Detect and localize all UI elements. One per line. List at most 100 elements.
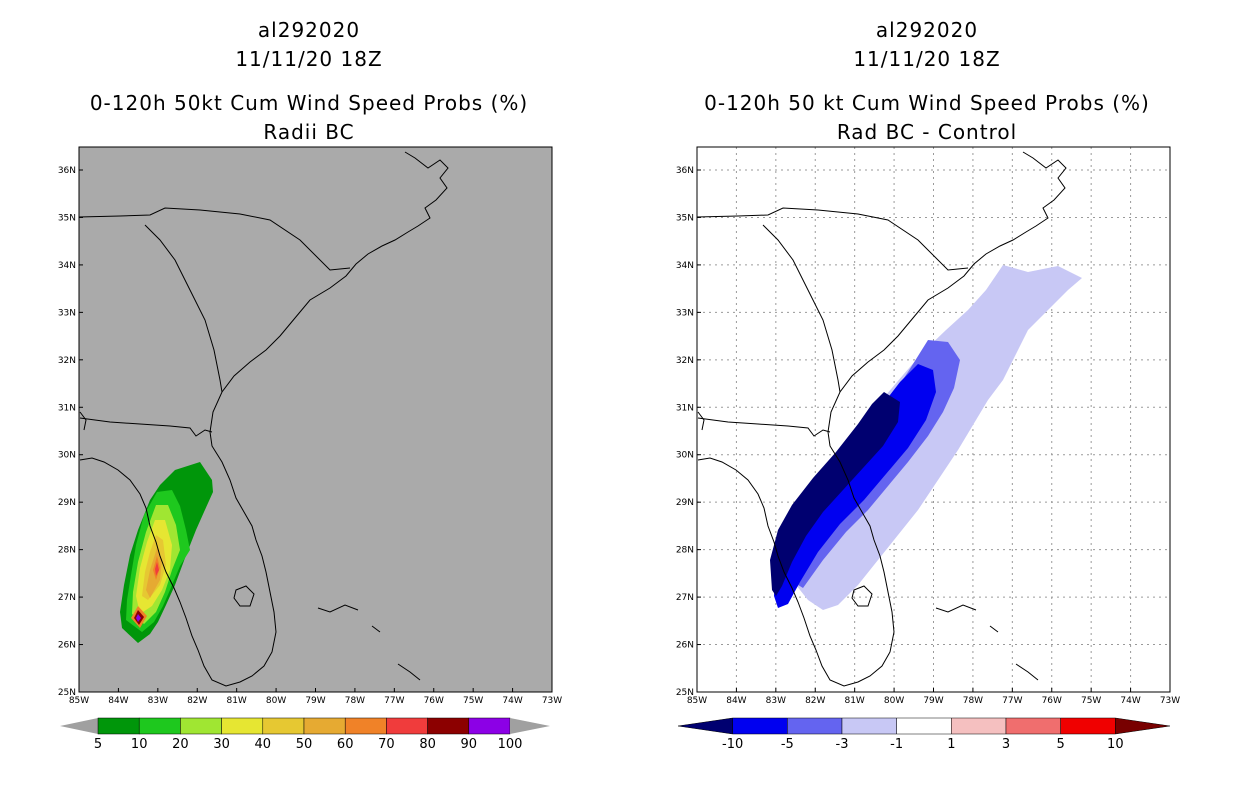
right-lon-label: 73W [1160, 696, 1180, 706]
right-lat-label: 31N [676, 403, 694, 413]
right-title: 0-120h 50 kt Cum Wind Speed Probs (%) [704, 91, 1150, 115]
right-difference-contours [770, 265, 1082, 610]
left-lat-label: 31N [58, 403, 76, 413]
right-lon-label: 82W [805, 696, 825, 706]
left-lat-label: 26N [58, 641, 76, 651]
right-colorbar-swatch [677, 717, 733, 735]
right-lon-label: 76W [1042, 696, 1062, 706]
left-lon-label: 76W [424, 696, 444, 706]
left-map-figure: 85W 84W 83W 82W 81W 80W 79W 78W 77W 76W 75W 74W 73W 3… [58, 146, 562, 752]
right-lon-label: 79W [923, 696, 943, 706]
left-border-alabama [79, 411, 87, 431]
right-colorbar-label: 10 [1107, 737, 1124, 752]
right-colorbar-label: 3 [1002, 737, 1010, 752]
left-border-nc-sc [78, 207, 351, 271]
right-colorbar-swatch [841, 717, 897, 735]
left-colorbar-swatch [138, 717, 181, 735]
left-colorbar-swatch [386, 717, 428, 735]
right-colorbar-label: 1 [947, 737, 955, 752]
right-lon-label: 83W [766, 696, 786, 706]
right-lon-label: 80W [884, 696, 904, 706]
left-lake-okeechobee [233, 585, 255, 607]
left-panel: al292020 11/11/20 18Z 0-120h 50kt Cum Wi… [58, 18, 562, 752]
left-coastline-east [79, 151, 449, 687]
right-lat-label: 26N [676, 641, 694, 651]
left-colorbar-swatch [303, 717, 346, 735]
right-colorbar-swatch [951, 717, 1007, 735]
right-colorbar-swatch [1060, 717, 1116, 735]
right-colorbar-swatch [1005, 717, 1061, 735]
left-colorbar-label: 5 [94, 737, 102, 752]
left-lat-label: 32N [58, 356, 76, 366]
left-lon-label: 73W [542, 696, 562, 706]
right-lon-label: 85W [687, 696, 707, 706]
left-colorbar-label: 80 [419, 737, 436, 752]
right-lat-label: 32N [676, 356, 694, 366]
left-colorbar-label: 20 [172, 737, 189, 752]
left-colorbar-label: 50 [296, 737, 313, 752]
left-lon-label: 79W [305, 696, 325, 706]
right-lat-label: 35N [676, 213, 694, 223]
diff-contour-minus-1 [793, 265, 1082, 610]
left-lat-label: 27N [58, 593, 76, 603]
left-border-georgia-florida [79, 417, 213, 437]
left-colorbar-swatch [221, 717, 264, 735]
left-lon-label: 82W [187, 696, 207, 706]
right-lat-label: 27N [676, 593, 694, 603]
right-lat-label: 34N [676, 261, 694, 271]
right-lon-label: 74W [1120, 696, 1140, 706]
left-lat-label: 35N [58, 213, 76, 223]
diff-contour-minus-10 [770, 392, 900, 596]
left-lat-label: 33N [58, 308, 76, 318]
right-colorbar-label: -5 [781, 737, 794, 752]
left-colorbar-swatch [262, 717, 305, 735]
right-lat-label: 30N [676, 451, 694, 461]
right-colorbar-label: -10 [722, 737, 743, 752]
left-lon-label: 77W [384, 696, 404, 706]
right-datetime: 11/11/20 18Z [853, 47, 1001, 71]
left-colorbar-label: 10 [131, 737, 148, 752]
right-colorbar-swatch [1115, 717, 1171, 735]
prob-contour-90 [136, 614, 141, 622]
left-title: 0-120h 50kt Cum Wind Speed Probs (%) [89, 91, 529, 115]
right-storm-id: al292020 [875, 18, 979, 42]
left-colorbar-label: 30 [213, 737, 230, 752]
prob-contour-70 [155, 562, 159, 576]
right-lon-label: 84W [726, 696, 746, 706]
left-lat-label: 30N [58, 451, 76, 461]
left-storm-id: al292020 [257, 18, 361, 42]
left-colorbar: 5 10 20 30 40 50 60 70 80 90 100 [60, 717, 550, 752]
right-border-georgia-florida [697, 417, 831, 437]
right-lake-okeechobee [851, 585, 873, 607]
left-lat-label: 29N [58, 498, 76, 508]
right-colorbar: -10 -5 -3 -1 1 3 5 10 [677, 717, 1171, 752]
left-colorbar-label: 100 [498, 737, 523, 752]
left-probability-contours [120, 462, 213, 643]
right-colorbar-label: -3 [836, 737, 849, 752]
right-border-nc-sc [696, 207, 969, 271]
left-lat-label: 36N [58, 166, 76, 176]
right-lat-label: 29N [676, 498, 694, 508]
right-coastlines [696, 151, 1067, 687]
right-coastline-east [697, 151, 1067, 687]
left-colorbar-swatch [97, 717, 140, 735]
left-colorbar-high-arrow [510, 718, 550, 734]
left-lon-label: 85W [69, 696, 89, 706]
left-colorbar-label: 90 [461, 737, 478, 752]
left-lat-label: 28N [58, 546, 76, 556]
right-map-figure: 85W 84W 83W 82W 81W 80W 79W 78W 77W 76W 75W 74W 73W 3… [676, 146, 1180, 752]
left-colorbar-swatch [344, 717, 387, 735]
right-lon-label: 78W [963, 696, 983, 706]
left-coastlines [78, 151, 449, 687]
left-lon-label: 81W [226, 696, 246, 706]
left-lon-label: 84W [108, 696, 128, 706]
left-colorbar-label: 40 [255, 737, 272, 752]
right-lat-label: 36N [676, 166, 694, 176]
right-lon-label: 77W [1002, 696, 1022, 706]
left-colorbar-swatch [427, 717, 470, 735]
right-lat-label: 25N [676, 688, 694, 698]
right-axis-ticks: 85W 84W 83W 82W 81W 80W 79W 78W 77W 76W 75W 74W 73W 3… [676, 166, 1180, 706]
left-bahamas [317, 604, 421, 681]
right-lat-label: 28N [676, 546, 694, 556]
left-border-ga-sc [144, 224, 223, 393]
